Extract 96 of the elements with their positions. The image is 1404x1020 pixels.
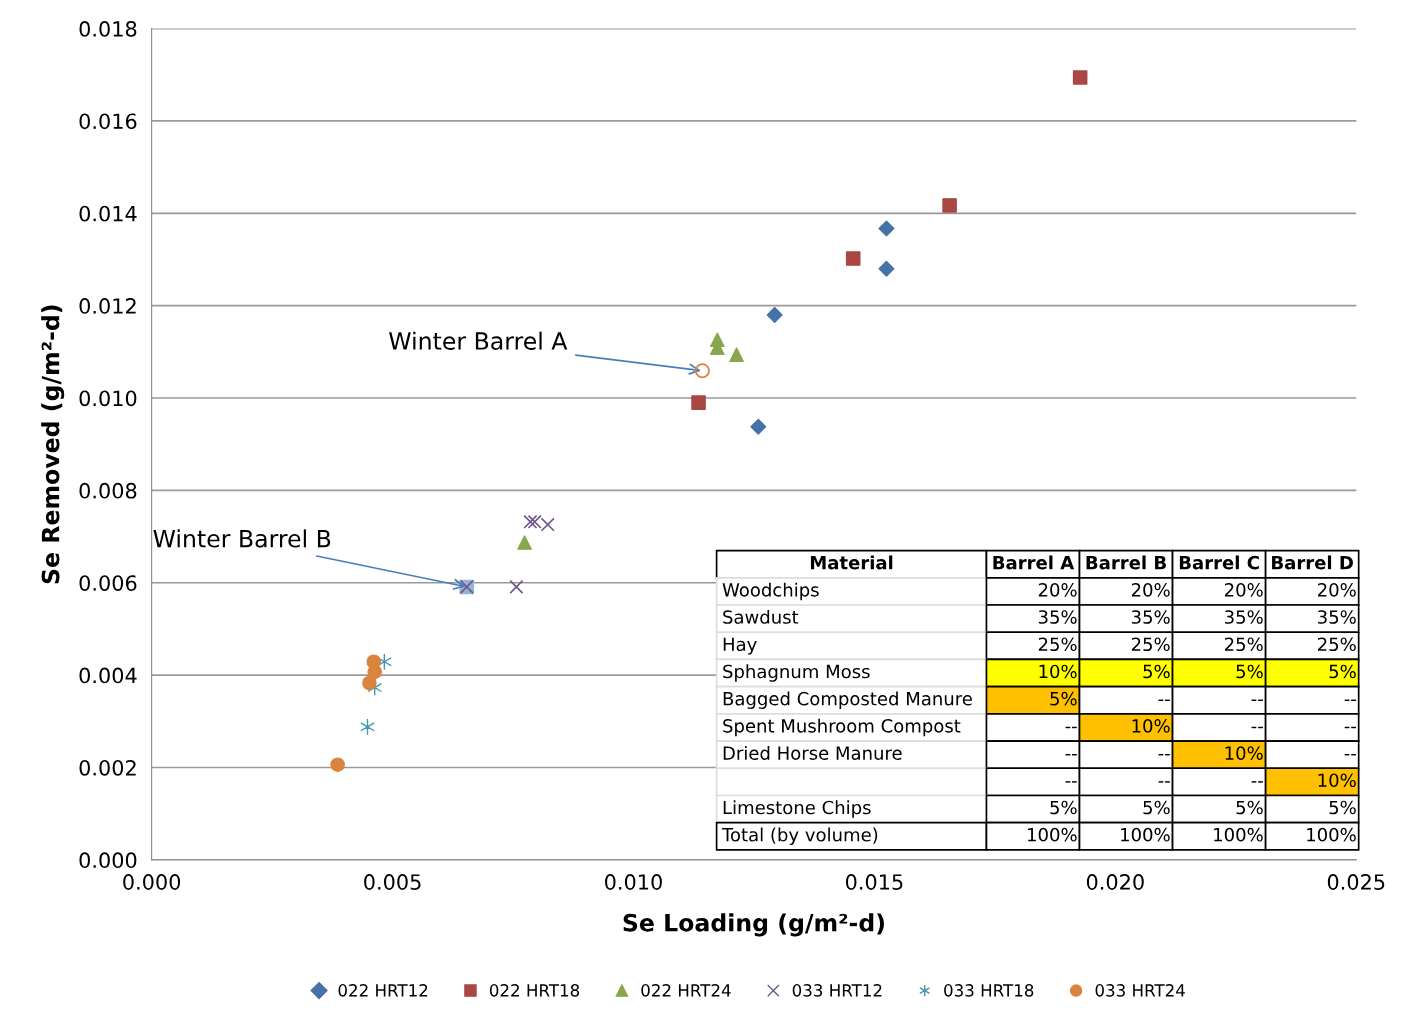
annotation: -- (1251, 781, 1263, 783)
annotation: 5% (1143, 800, 1170, 815)
x-tick-label: 0.020 (1086, 874, 1144, 890)
annotation: 10% (1132, 719, 1170, 733)
point (367, 664, 383, 680)
annotation: -- (1251, 726, 1263, 729)
x-tick-label: 0.015 (845, 874, 903, 890)
annotation: -- (1158, 753, 1170, 756)
x-tick-label: 0.010 (605, 874, 662, 890)
annotation: 20% (1038, 583, 1077, 597)
y-tick-label: 0.012 (79, 298, 136, 314)
x-tick-label: 0.025 (1327, 874, 1385, 890)
annotation: 20% (1318, 583, 1356, 597)
annotation: Barrel B (1086, 555, 1166, 570)
y-tick-label: 0.002 (79, 759, 136, 776)
annotation: Barrel D (1272, 555, 1353, 570)
annotation: Woodchips (722, 582, 819, 601)
annotation: 5% (1050, 691, 1077, 706)
annotation: Barrel C (1179, 555, 1259, 570)
legend-label: 022 HRT24 (641, 984, 731, 997)
point (517, 535, 532, 550)
legend-label: 022 HRT18 (489, 984, 580, 997)
point (766, 306, 783, 323)
annotation: Material (810, 555, 893, 570)
y-tick-label: 0.004 (79, 667, 137, 684)
annotation: Sphagnum Moss (723, 664, 870, 682)
annotation: -- (1065, 753, 1077, 756)
annotation: 25% (1224, 637, 1263, 652)
annotation: 100% (1121, 827, 1170, 842)
annotation: -- (1344, 726, 1356, 729)
annotation: 20% (1224, 583, 1263, 597)
point (509, 579, 524, 594)
legend-label: 022 HRT12 (338, 984, 428, 997)
annotation: 10% (1225, 746, 1263, 760)
y-axis-title: Se Removed (g/m²-d) (41, 305, 65, 584)
annotation: Dried Horse Manure (723, 745, 902, 760)
annotation: Spent Mushroom Compost (723, 718, 961, 737)
annotation: 5% (1329, 664, 1356, 679)
annotation: 100% (1307, 827, 1356, 842)
annotation: 35% (1038, 610, 1077, 624)
annotation: -- (1158, 781, 1170, 783)
x-axis-title: Se Loading (g/m²-d) (623, 913, 884, 937)
annotation: 20% (1131, 583, 1170, 597)
annotation: 10% (1318, 773, 1356, 788)
x-tick-label: 0.005 (364, 874, 421, 890)
annotation: 35% (1318, 610, 1356, 624)
annotation: 5% (1236, 664, 1263, 679)
point (694, 363, 710, 379)
point (878, 220, 895, 237)
legend-label: 033 HRT24 (1095, 984, 1185, 997)
point (691, 395, 706, 410)
point (362, 675, 377, 691)
point (942, 198, 957, 213)
annotation: 25% (1131, 637, 1170, 652)
y-tick-label: 0.006 (79, 575, 137, 591)
y-tick-label: 0.000 (79, 852, 137, 869)
x-tick-label: 0.000 (123, 874, 181, 890)
annotation: Limestone Chips (723, 800, 871, 818)
legend-label: 033 HRT12 (792, 984, 882, 997)
annotation: Sawdust (723, 609, 799, 624)
y-tick-label: 0.010 (79, 390, 137, 407)
point (878, 260, 895, 277)
annotation: 5% (1050, 800, 1077, 815)
y-tick-label: 0.014 (79, 205, 137, 222)
annotation: 100% (1028, 827, 1077, 842)
annotation: -- (1344, 753, 1356, 756)
annotation: 100% (1214, 827, 1263, 842)
annotation: Hay (723, 637, 757, 655)
annotation: Barrel A (993, 555, 1075, 570)
annotation: Winter Barrel B (153, 529, 331, 548)
annotation: 10% (1039, 664, 1077, 679)
annotation: -- (1344, 699, 1356, 702)
annotation: 5% (1236, 800, 1263, 815)
y-tick-label: 0.008 (79, 482, 137, 499)
y-tick-label: 0.016 (79, 113, 137, 130)
annotation: -- (1251, 699, 1263, 702)
point (750, 418, 767, 435)
y-tick-label: 0.018 (79, 21, 137, 37)
annotation: -- (1065, 726, 1077, 729)
annotation: 35% (1225, 610, 1263, 624)
point (1072, 70, 1088, 85)
legend-label: 033 HRT18 (944, 984, 1034, 997)
annotation: Total (by volume) (721, 827, 878, 846)
annotation: 5% (1143, 664, 1170, 679)
annotation: 5% (1329, 800, 1356, 815)
annotation: 25% (1038, 637, 1077, 652)
annotation: Winter Barrel A (389, 331, 568, 350)
point (729, 347, 744, 362)
annotation: -- (1158, 699, 1170, 702)
point (523, 514, 538, 529)
point (845, 251, 861, 266)
annotation: Bagged Composted Manure (723, 691, 972, 709)
annotation: 35% (1131, 610, 1170, 624)
point (330, 757, 345, 773)
annotation: -- (1065, 781, 1077, 783)
annotation: 25% (1318, 637, 1356, 652)
